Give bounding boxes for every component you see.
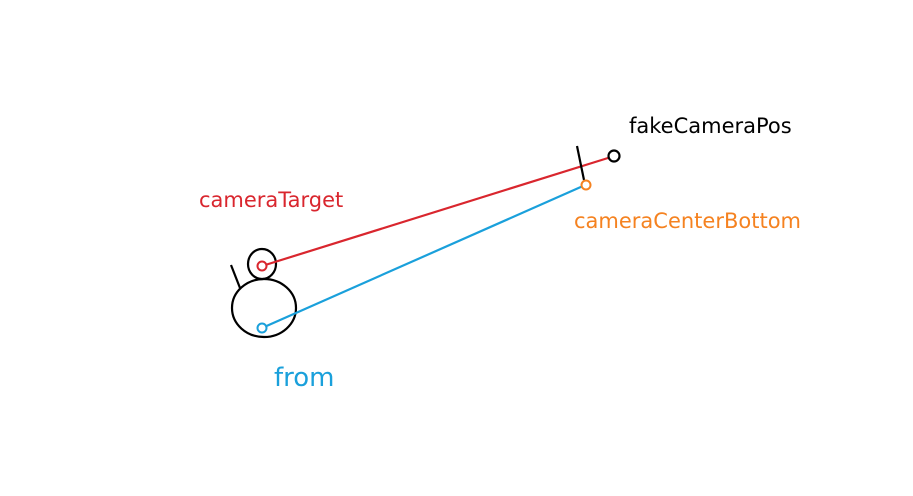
camera-center-bottom-point <box>580 179 592 191</box>
character-head <box>246 247 278 281</box>
camera-tick-mark <box>575 145 586 181</box>
camera-center-bottom-label: cameraCenterBottom <box>574 209 802 233</box>
target-to-fake-line <box>261 156 609 268</box>
character-arm <box>229 264 242 289</box>
fake-camera-pos-label: fakeCameraPos <box>629 114 792 138</box>
from-label: from <box>274 363 335 393</box>
from-point <box>256 322 268 334</box>
camera-target-point <box>256 260 268 272</box>
from-to-center-line <box>261 184 584 330</box>
camera-target-label: cameraTarget <box>199 188 344 212</box>
fake-camera-pos-point <box>607 149 621 163</box>
